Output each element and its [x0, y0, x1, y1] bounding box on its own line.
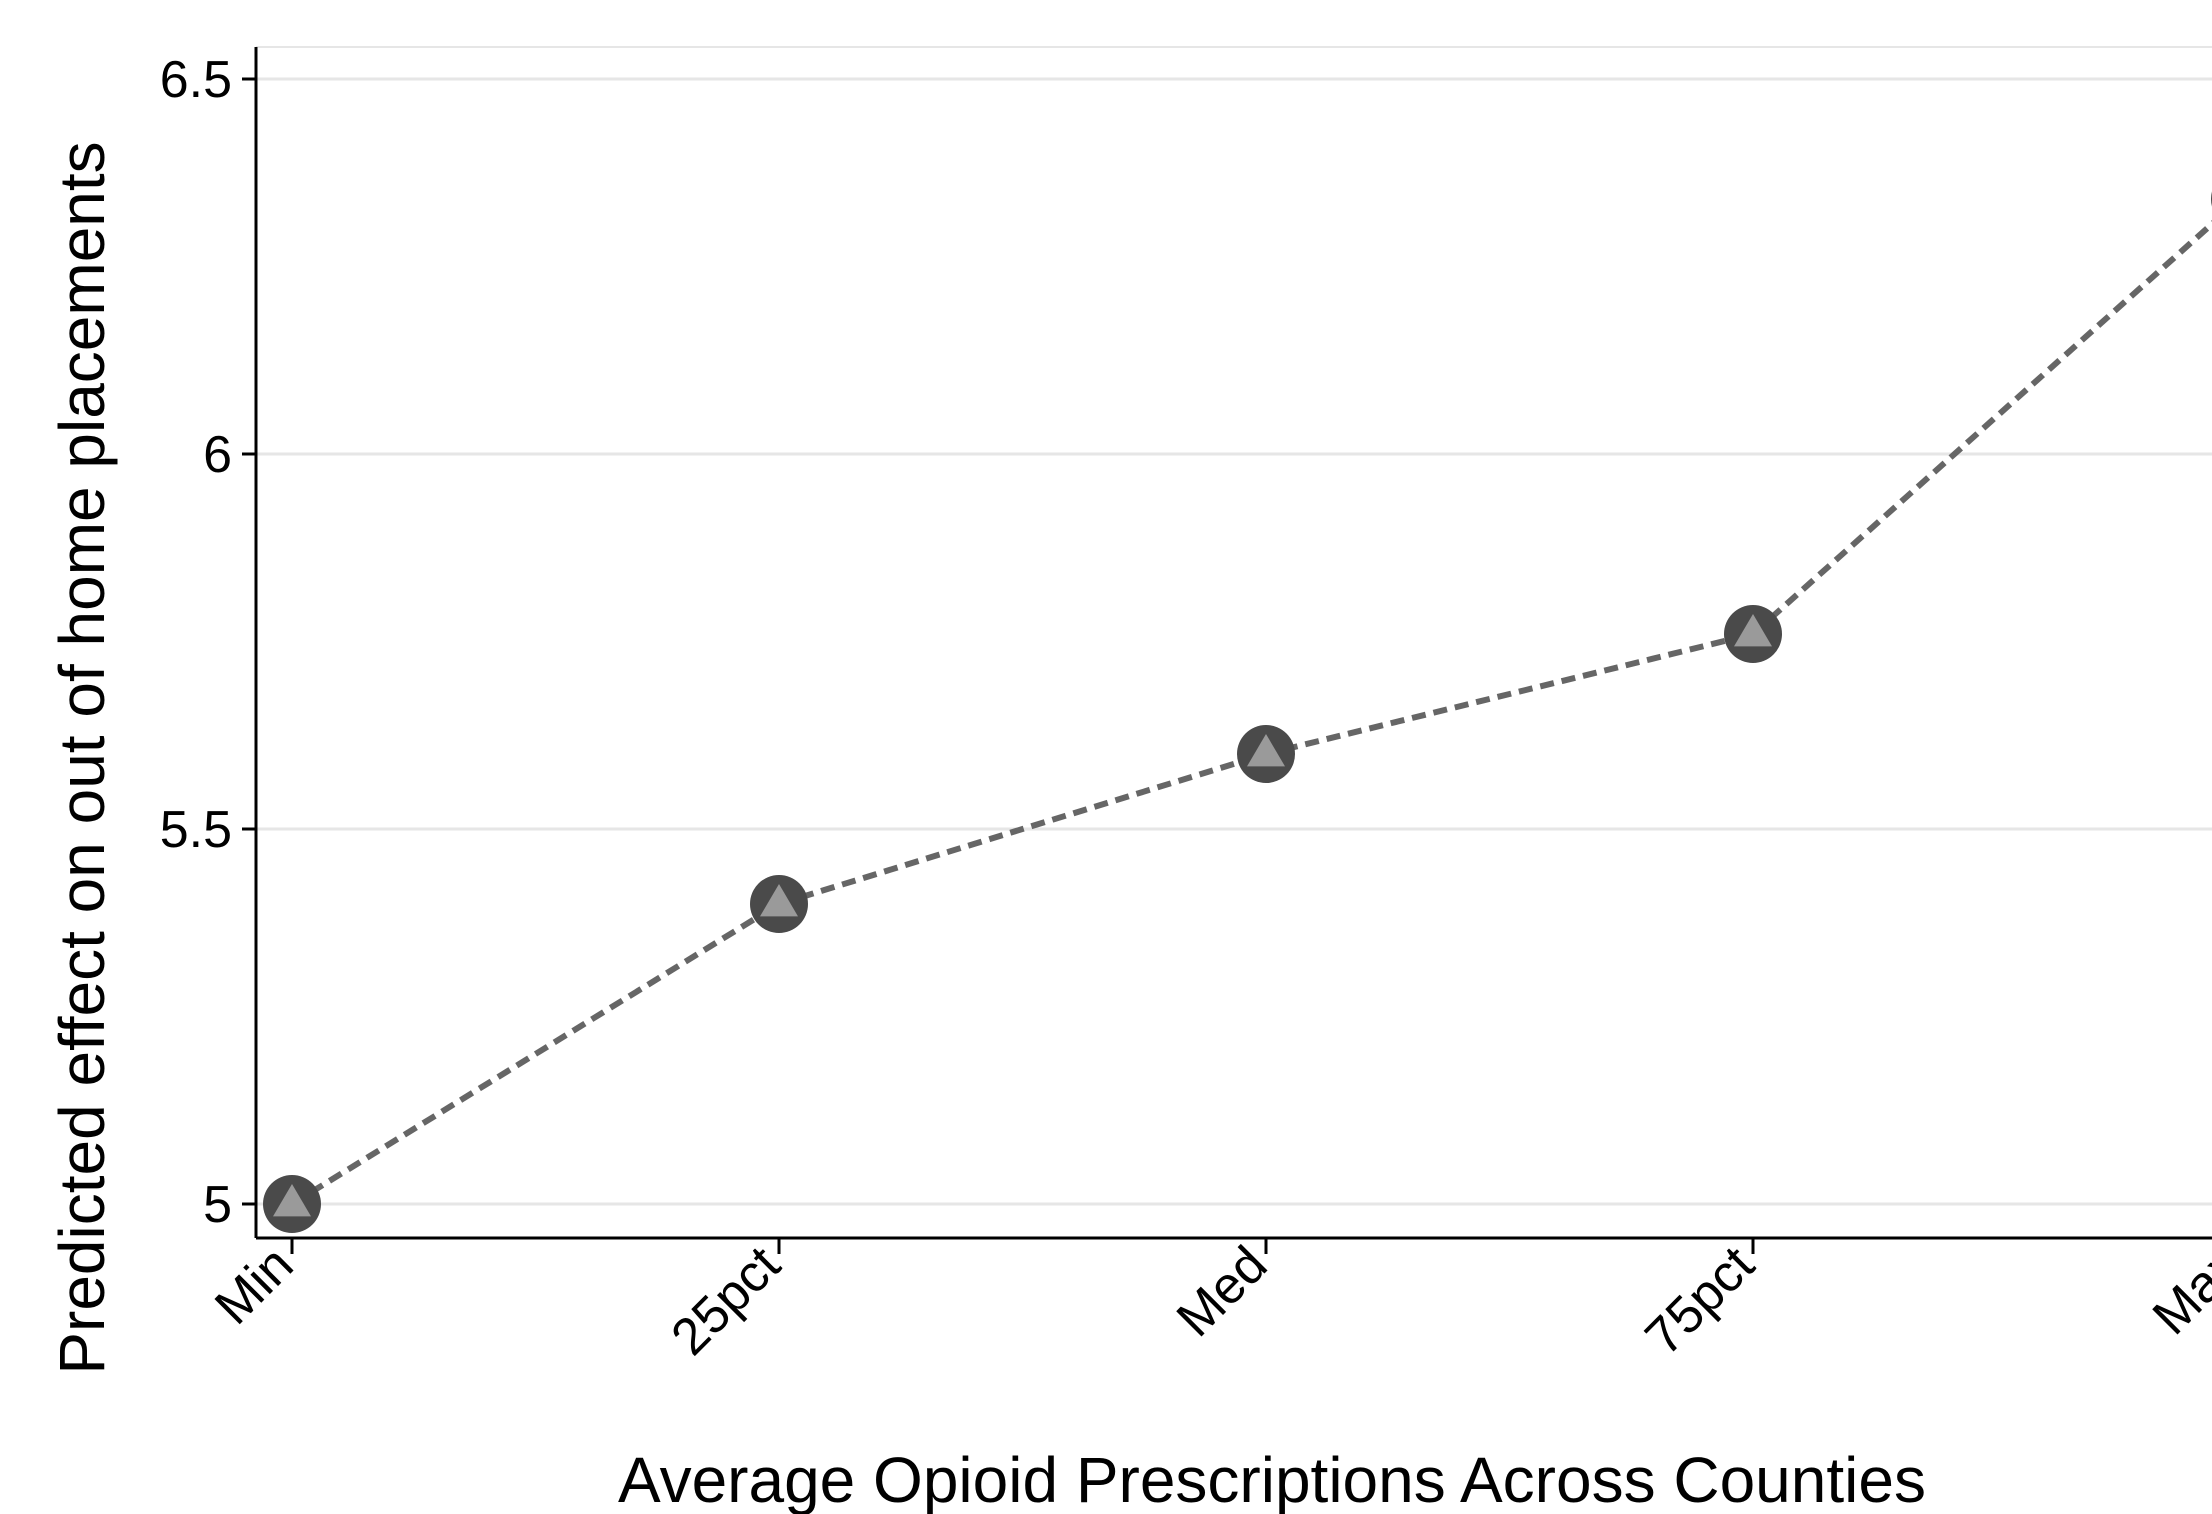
axes — [242, 47, 2212, 1254]
y-tick-label: 5 — [203, 1176, 232, 1234]
series-markers — [263, 191, 2212, 1233]
data-point — [750, 875, 808, 933]
y-tick-label: 5.5 — [160, 801, 232, 859]
y-axis-title: Predicted effect on out of home placemen… — [46, 141, 118, 1374]
data-point-triangle — [273, 1184, 311, 1217]
y-tick-label: 6.5 — [160, 51, 232, 109]
data-point — [1237, 725, 1295, 783]
data-point — [263, 1175, 321, 1233]
data-point-triangle — [760, 884, 798, 917]
y-tick-label: 6 — [203, 426, 232, 484]
data-point-triangle — [1734, 614, 1772, 647]
data-point-triangle — [1247, 734, 1285, 767]
data-point — [1724, 605, 1782, 663]
x-axis-title: Average Opioid Prescriptions Across Coun… — [618, 1444, 1926, 1514]
grid-lines — [256, 46, 2212, 1206]
y-tick-labels: 5 5.5 6 6.5 — [160, 51, 232, 1234]
